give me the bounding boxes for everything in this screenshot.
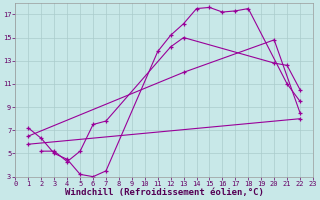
X-axis label: Windchill (Refroidissement éolien,°C): Windchill (Refroidissement éolien,°C) [65,188,264,197]
